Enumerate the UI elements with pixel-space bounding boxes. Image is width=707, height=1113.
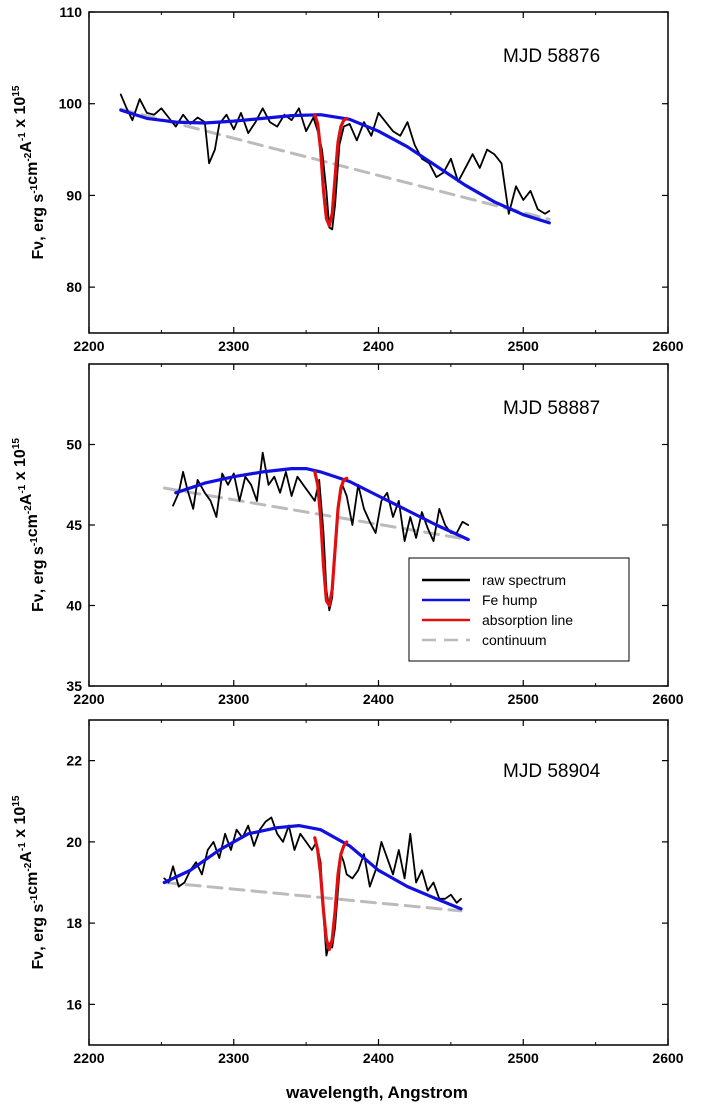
absorption-line-fit <box>313 113 349 228</box>
x-tick-label: 2500 <box>508 1050 539 1066</box>
y-tick-label: 90 <box>66 187 82 203</box>
fe-hump-line <box>174 467 470 542</box>
y-tick-label: 16 <box>66 996 82 1012</box>
x-tick-label: 2600 <box>652 338 683 354</box>
y-tick-label: 22 <box>66 753 82 769</box>
y-tick-label: 40 <box>66 598 82 614</box>
x-tick-label: 2200 <box>73 691 104 707</box>
panel-1: 2200 2300 2400 2500 2600 80 90 100 110 Fν, erg s-… <box>11 4 684 354</box>
x-tick-label: 2400 <box>363 1050 394 1066</box>
y-tick-label: 45 <box>66 517 82 533</box>
panel-2: 2200 2300 2400 2500 2600 35 40 45 50 Fν, erg s-1c… <box>11 363 684 707</box>
y-tick-label: 100 <box>59 96 83 112</box>
fe-hump-line <box>119 108 551 225</box>
x-tick-label: 2400 <box>363 691 394 707</box>
x-tick-label: 2300 <box>218 691 249 707</box>
panel-title: MJD 58904 <box>503 761 601 782</box>
absorption-line-fit <box>313 470 349 608</box>
y-axis-label: Fν, erg s-1cm-2A-1 x 1015 <box>11 85 47 259</box>
y-tick-label: 35 <box>66 678 82 694</box>
panel-3: 2200 2300 2400 2500 2600 16 18 20 22 Fν, erg s-1c… <box>11 719 684 1066</box>
y-tick-label: 18 <box>66 915 82 931</box>
y-tick-label: 80 <box>66 279 82 295</box>
y-axis-label: Fν, erg s-1cm-2A-1 x 1015 <box>11 438 47 612</box>
legend-label: absorption line <box>482 612 573 628</box>
x-tick-label: 2600 <box>652 691 683 707</box>
y-tick-label: 50 <box>66 437 82 453</box>
raw-spectrum-line <box>172 451 470 612</box>
x-tick-label: 2300 <box>218 338 249 354</box>
x-tick-label: 2300 <box>218 1050 249 1066</box>
legend-label: raw spectrum <box>482 572 566 588</box>
x-tick-label: 2400 <box>363 338 394 354</box>
panel-title: MJD 58876 <box>503 46 600 67</box>
y-tick-label: 20 <box>66 834 82 850</box>
legend-label: Fe hump <box>482 592 537 608</box>
x-tick-label: 2200 <box>73 338 104 354</box>
x-tick-label: 2500 <box>508 691 539 707</box>
fe-hump-line <box>162 823 463 911</box>
y-axis-label: Fν, erg s-1cm-2A-1 x 1015 <box>11 795 47 969</box>
legend: raw spectrum Fe hump absorption line contin… <box>408 557 630 662</box>
x-axis-label: wavelength, Angstrom <box>285 1083 468 1102</box>
x-tick-label: 2200 <box>73 1050 104 1066</box>
absorption-line-fit <box>313 836 349 952</box>
continuum-line <box>162 881 463 913</box>
x-tick-label: 2600 <box>652 1050 683 1066</box>
legend-label: continuum <box>482 632 547 648</box>
panel-title: MJD 58887 <box>503 398 600 419</box>
y-tick-label: 110 <box>59 4 82 20</box>
raw-spectrum-line <box>119 93 551 231</box>
x-tick-label: 2500 <box>508 338 539 354</box>
legend-box <box>408 557 630 662</box>
